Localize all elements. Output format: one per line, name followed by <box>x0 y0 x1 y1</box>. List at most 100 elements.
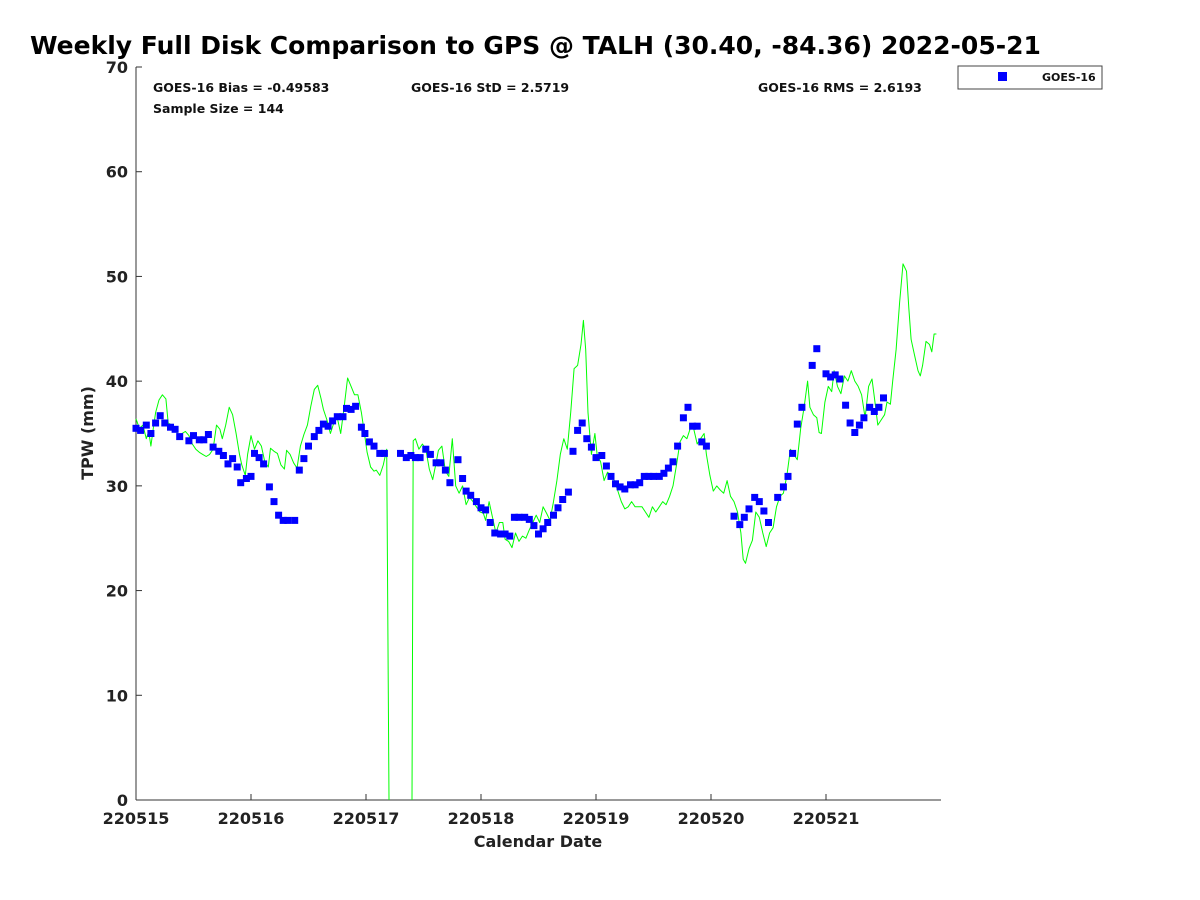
goes-16-point <box>621 485 629 493</box>
goes-16-point <box>660 469 668 477</box>
goes-16-point <box>446 479 454 487</box>
goes-16-point <box>310 433 318 441</box>
goes-16-point <box>855 421 863 429</box>
goes-16-point <box>319 420 327 428</box>
goes-16-point <box>564 488 572 496</box>
goes-16-point <box>880 394 887 402</box>
goes-16-point <box>515 513 523 521</box>
y-tick-label: 50 <box>106 267 128 286</box>
goes-16-point <box>195 436 203 444</box>
goes-16-point <box>462 487 470 495</box>
goes-16-point <box>209 443 217 451</box>
y-tick-label: 10 <box>106 686 128 705</box>
goes-16-point <box>352 402 360 410</box>
goes-16-point <box>265 483 273 491</box>
goes-16-point <box>521 513 529 521</box>
goes-16-point <box>789 449 797 457</box>
goes-16-point <box>376 449 384 457</box>
goes-16-point <box>200 436 208 444</box>
goes-16-point <box>137 426 145 434</box>
goes-16-point <box>233 463 241 471</box>
legend-marker-goes-16 <box>998 72 1007 81</box>
goes-16-point <box>224 460 232 468</box>
goes-16-point <box>185 437 193 445</box>
goes-16-point <box>365 438 373 446</box>
goes-16-point <box>229 455 237 463</box>
goes-16-point <box>612 480 619 488</box>
goes-16-point <box>765 519 772 526</box>
goes-16-point <box>669 458 677 466</box>
goes-16-point <box>583 435 591 443</box>
goes-16-point <box>530 522 538 530</box>
chart-title: Weekly Full Disk Comparison to GPS @ TAL… <box>30 31 1041 60</box>
goes-16-point <box>842 401 850 409</box>
y-axis-ticks: 0 10 20 30 40 50 60 70 <box>106 58 142 810</box>
goes-16-point <box>740 513 748 521</box>
goes-16-point <box>587 443 595 451</box>
goes-16-point <box>315 426 323 434</box>
goes-16-point <box>554 504 562 512</box>
goes-16-point <box>491 529 499 537</box>
rms-stat: GOES-16 RMS = 2.6193 <box>758 80 922 95</box>
y-tick-label: 20 <box>106 582 128 601</box>
goes-16-point <box>774 493 782 501</box>
goes-16-point <box>645 472 653 480</box>
x-axis-ticks: 220515 220516 220517 220518 220519 220520 2205… <box>103 794 859 828</box>
goes-16-point <box>260 460 268 468</box>
goes-16-point <box>827 373 835 381</box>
y-tick-label: 30 <box>106 477 128 496</box>
x-tick-label: 220515 <box>103 809 170 828</box>
goes-16-point <box>602 462 610 470</box>
goes-16-point <box>407 452 415 459</box>
goes-16-point <box>343 404 350 412</box>
goes-16-point <box>539 525 547 533</box>
goes-16-point <box>284 516 292 524</box>
goes-16-point <box>822 370 830 378</box>
goes-16-point <box>846 419 854 427</box>
goes-16-point <box>598 452 606 459</box>
goes-16-point <box>525 515 533 523</box>
goes-16-point <box>698 438 706 446</box>
goes-16-point <box>813 345 821 353</box>
goes-16-point <box>760 507 768 515</box>
goes-16-point <box>793 420 801 428</box>
goes-16-point <box>569 447 577 455</box>
goes-16-point <box>866 403 874 411</box>
goes-16-point <box>357 423 365 431</box>
goes-16-point <box>171 425 179 433</box>
goes-16-point <box>510 513 518 521</box>
goes-16-point <box>497 530 505 538</box>
x-tick-label: 220519 <box>563 809 630 828</box>
goes-16-point <box>370 442 378 450</box>
goes-16-point <box>411 454 419 462</box>
goes-16-point <box>693 422 701 430</box>
goes-16-point <box>501 530 509 538</box>
goes-16-point <box>426 450 434 458</box>
goes-16-point <box>237 479 245 487</box>
goes-16-point <box>361 430 369 437</box>
goes-16-point <box>305 442 312 450</box>
goes-16-point <box>674 442 682 450</box>
y-tick-label: 0 <box>117 791 128 810</box>
y-tick-label: 60 <box>106 163 128 182</box>
goes-16-point <box>736 521 744 529</box>
goes-16-point <box>300 455 308 463</box>
goes-16-point <box>459 475 467 482</box>
legend-box <box>957 65 1103 90</box>
goes-16-point <box>472 498 480 506</box>
goes-16-point <box>402 454 410 462</box>
goes-16-point <box>339 413 347 421</box>
goes-16-point <box>784 472 792 480</box>
goes-16-point <box>798 403 806 411</box>
goes-16-point <box>664 464 672 472</box>
goes-16-point <box>627 481 634 489</box>
goes-16-point <box>730 512 738 520</box>
goes-16-point <box>329 417 337 425</box>
goes-16-point <box>860 414 868 422</box>
legend-label-goes-16: GOES-16 <box>1042 71 1096 84</box>
goes-16-point <box>640 472 648 480</box>
goes-16-point <box>578 419 586 427</box>
goes-16-point <box>279 516 287 524</box>
goes-16-point <box>156 412 164 420</box>
